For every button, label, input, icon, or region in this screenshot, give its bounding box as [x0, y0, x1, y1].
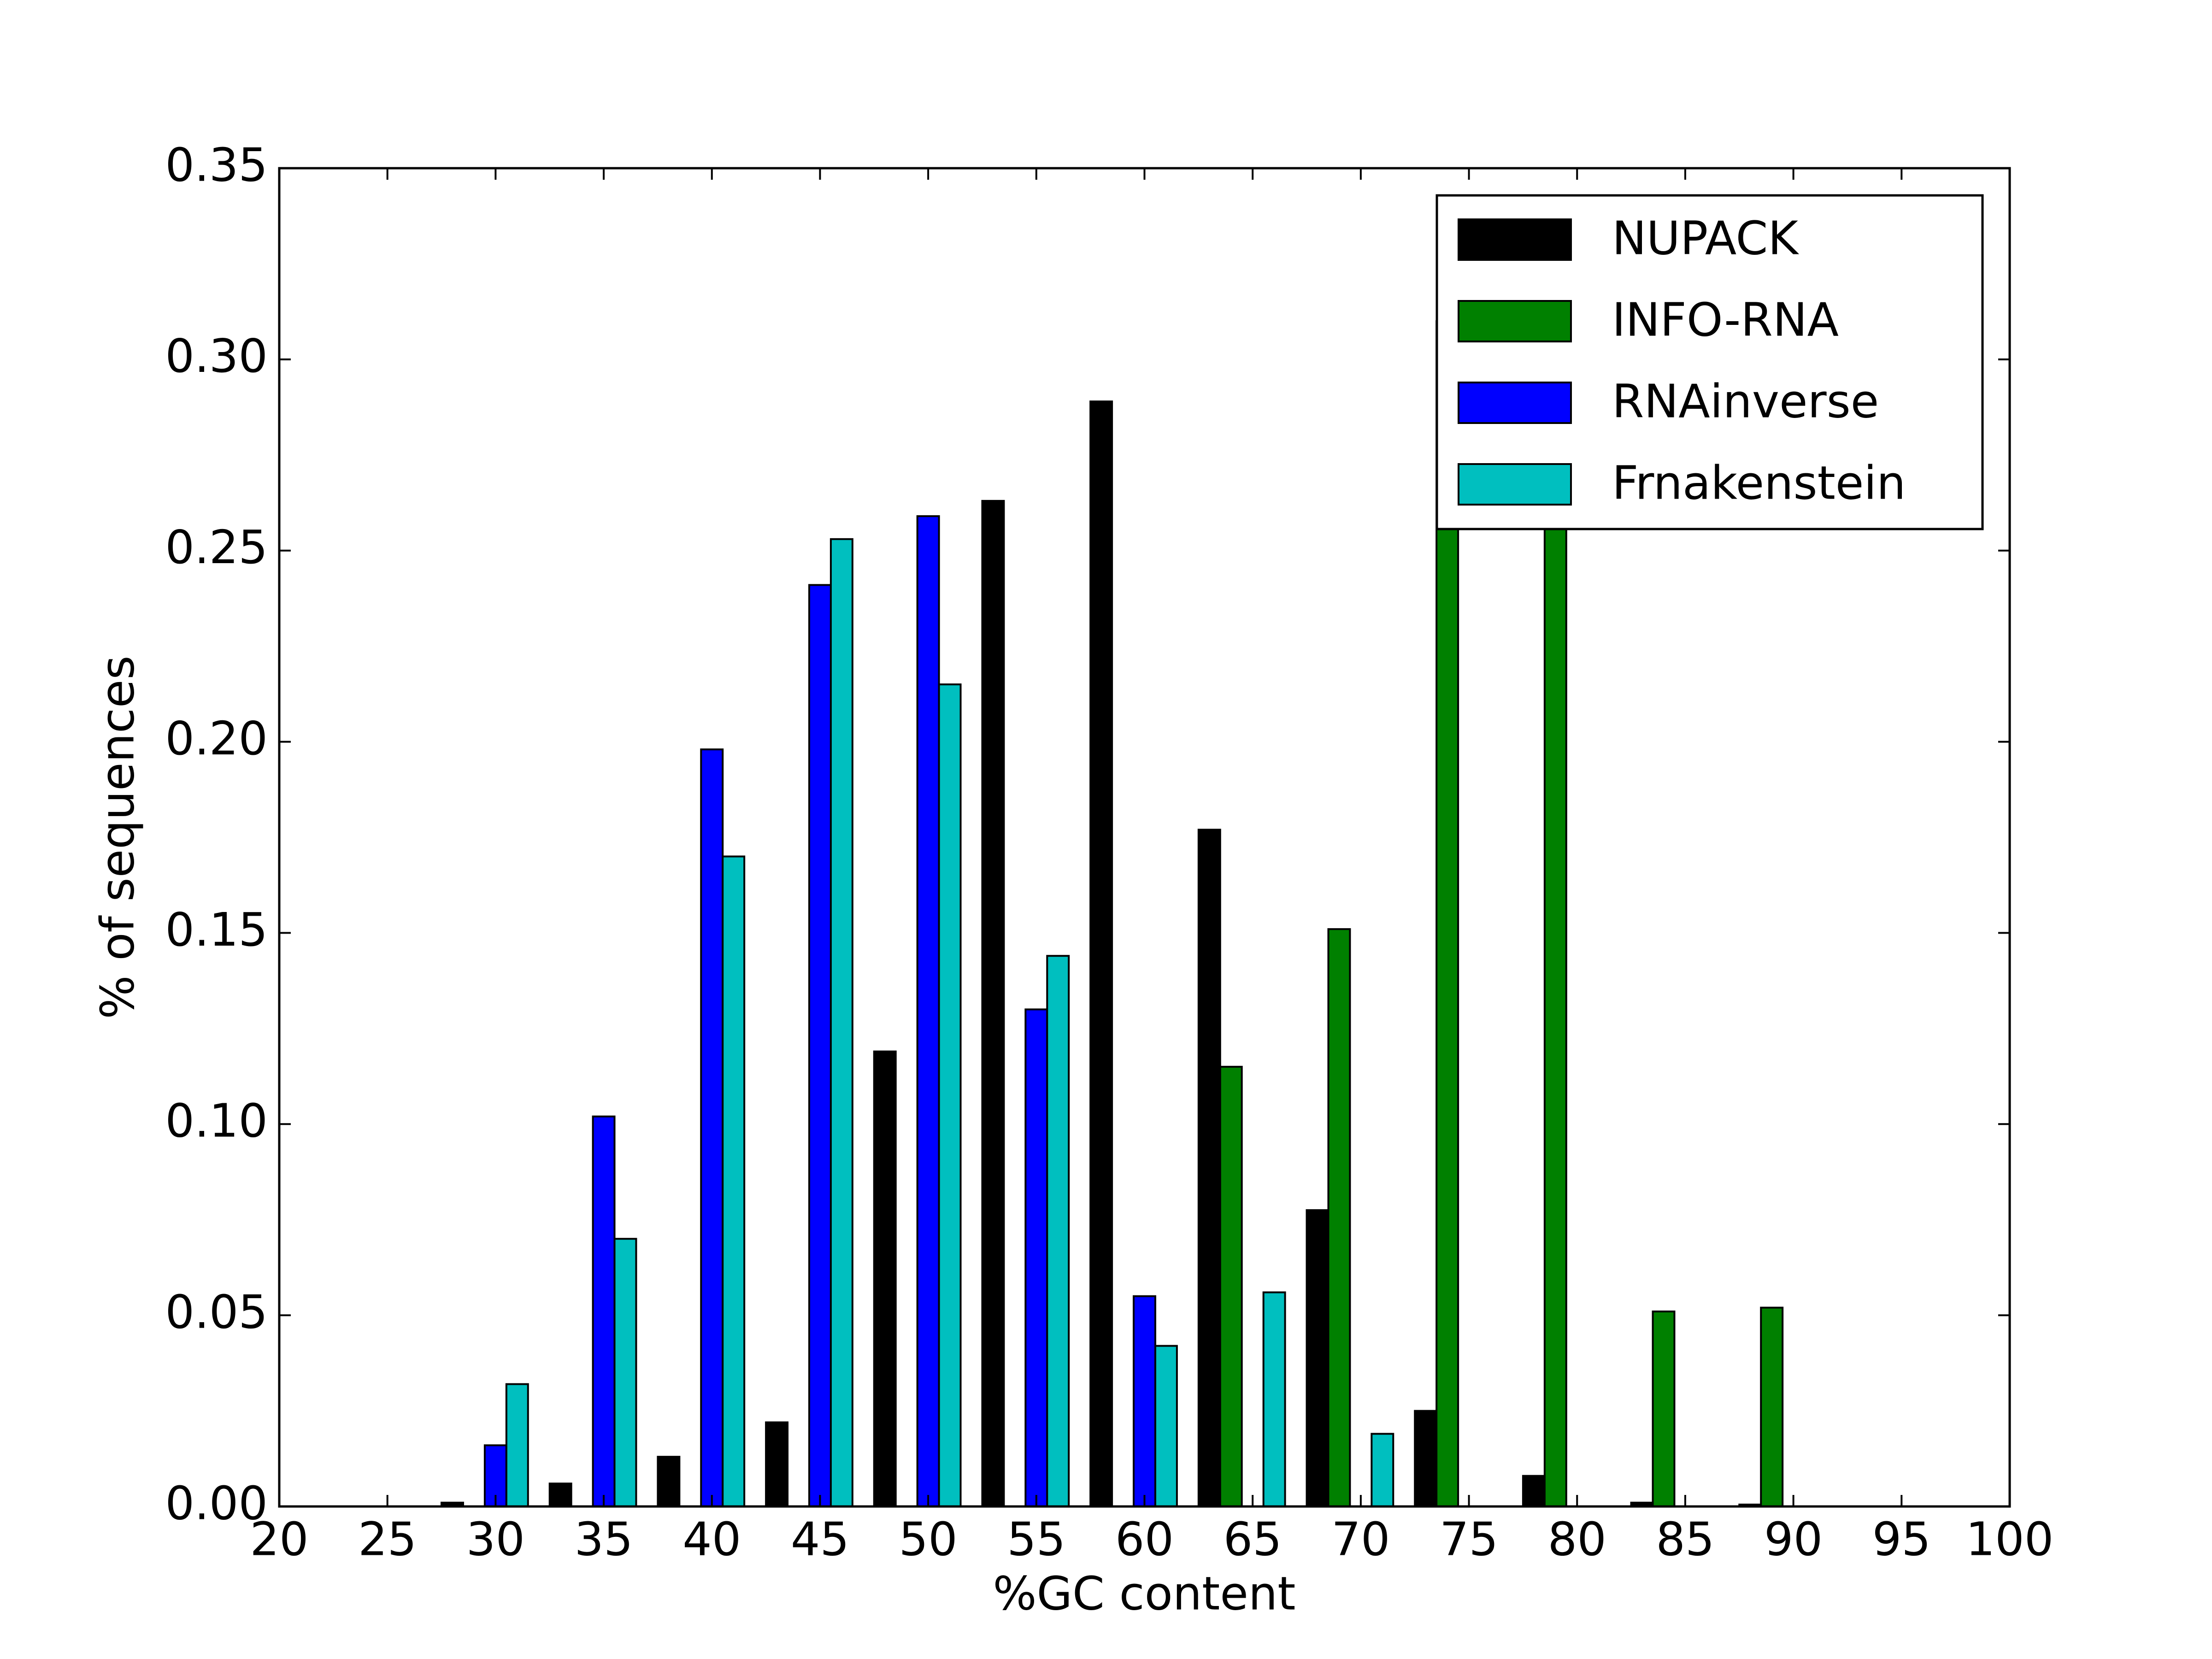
x-tick-label: 80 [1548, 1512, 1606, 1566]
bar [1197, 829, 1221, 1507]
x-tick-label: 20 [250, 1512, 308, 1566]
bar [1522, 1475, 1546, 1507]
bar [1327, 928, 1351, 1507]
bar [1154, 1345, 1178, 1508]
bar [1652, 1310, 1676, 1507]
y-tick-label: 0.35 [165, 138, 268, 192]
x-tick-label: 25 [358, 1512, 417, 1566]
bar [981, 500, 1005, 1508]
bar [1414, 1410, 1438, 1508]
bar [1371, 1433, 1394, 1507]
bar [1543, 396, 1567, 1507]
bar [613, 1238, 637, 1507]
x-tick-label: 45 [791, 1512, 849, 1566]
bar [873, 1050, 897, 1507]
bar [1024, 1008, 1048, 1507]
bar [1133, 1295, 1156, 1508]
legend-label: NUPACK [1612, 211, 1799, 265]
legend-label: Frnakenstein [1612, 456, 1906, 510]
x-tick-label: 85 [1656, 1512, 1714, 1566]
legend-swatch [1458, 382, 1572, 424]
bar [830, 538, 853, 1508]
y-tick-label: 0.20 [165, 712, 268, 765]
y-tick-label: 0.05 [165, 1285, 268, 1339]
x-axis-label: %GC content [993, 1566, 1296, 1620]
bar [1219, 1065, 1243, 1508]
legend-label: RNAinverse [1612, 374, 1879, 428]
x-tick-label: 35 [574, 1512, 633, 1566]
x-tick-label: 40 [682, 1512, 741, 1566]
bar [938, 683, 962, 1507]
x-tick-label: 90 [1764, 1512, 1823, 1566]
y-axis-label: % of sequences [90, 656, 144, 1019]
bar [1760, 1306, 1784, 1507]
bar [1046, 955, 1070, 1507]
y-tick-label: 0.30 [165, 329, 268, 383]
x-tick-label: 100 [1966, 1512, 2054, 1566]
x-tick-label: 60 [1115, 1512, 1174, 1566]
bar [1306, 1209, 1330, 1507]
y-tick-label: 0.15 [165, 903, 268, 957]
y-tick-label: 0.10 [165, 1094, 268, 1148]
bar [657, 1456, 681, 1508]
bar [765, 1421, 789, 1508]
bar [1262, 1291, 1286, 1508]
y-tick-label: 0.00 [165, 1476, 268, 1530]
bar [722, 855, 746, 1507]
x-tick-label: 65 [1224, 1512, 1282, 1566]
x-tick-label: 95 [1872, 1512, 1931, 1566]
x-tick-label: 55 [1007, 1512, 1065, 1566]
legend-swatch [1458, 463, 1572, 506]
y-tick-label: 0.25 [165, 520, 268, 574]
bar [505, 1383, 529, 1508]
x-tick-label: 50 [899, 1512, 958, 1566]
bar [808, 584, 832, 1507]
legend-label: INFO-RNA [1612, 293, 1839, 347]
legend-swatch [1458, 218, 1572, 261]
x-tick-label: 30 [466, 1512, 525, 1566]
legend-swatch [1458, 300, 1572, 342]
x-tick-label: 75 [1440, 1512, 1498, 1566]
bar [700, 748, 724, 1507]
bar [1089, 400, 1113, 1507]
bar [916, 515, 940, 1507]
bar [592, 1115, 616, 1507]
bar [548, 1483, 572, 1507]
x-tick-label: 70 [1331, 1512, 1390, 1566]
